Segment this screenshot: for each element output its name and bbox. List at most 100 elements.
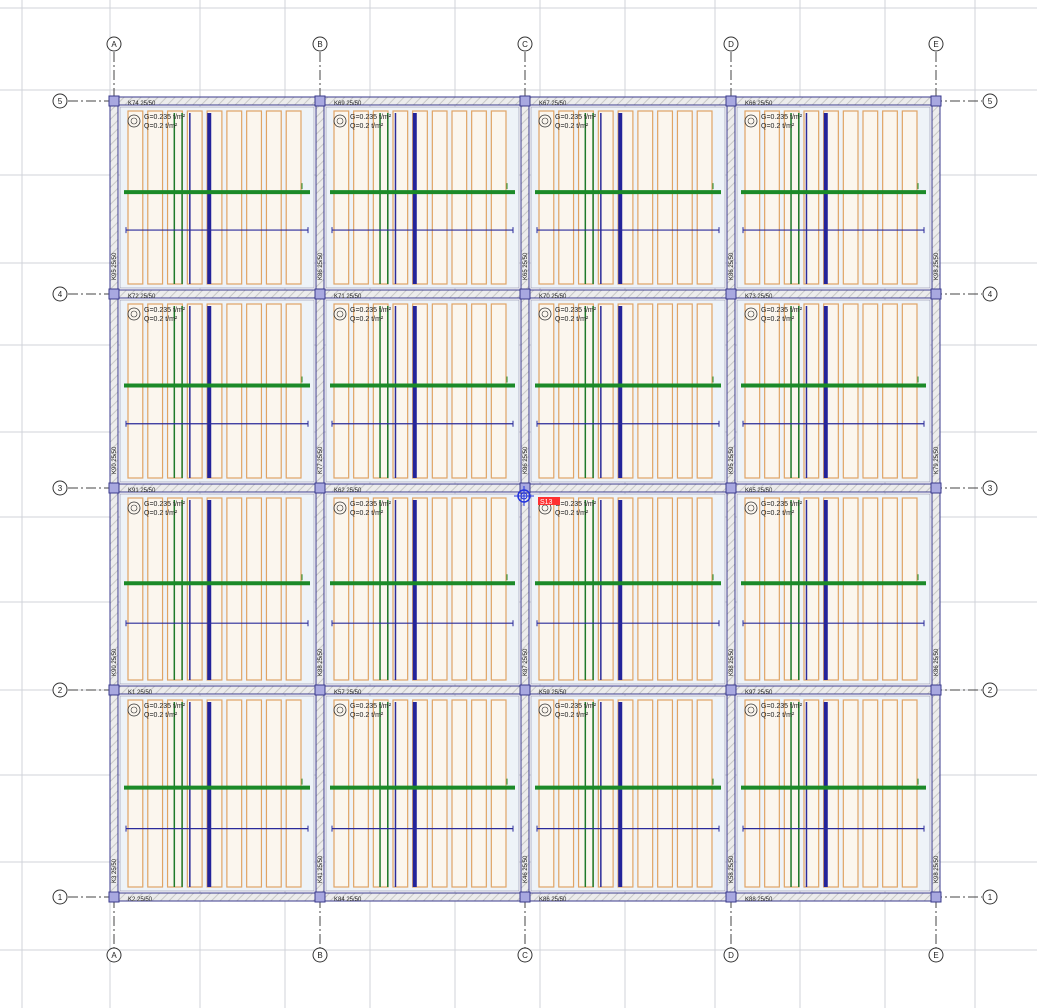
slab-rib bbox=[882, 110, 898, 285]
axis-bubble-circle bbox=[517, 36, 533, 52]
row-axis-bubble[interactable]: 4 bbox=[982, 286, 998, 302]
beam-vertical[interactable] bbox=[109, 96, 119, 902]
axis-bubble-label: 1 bbox=[58, 893, 63, 902]
column[interactable] bbox=[314, 288, 326, 300]
column[interactable] bbox=[930, 288, 942, 300]
column-axis-bubble[interactable]: C bbox=[517, 36, 533, 52]
beam-label-vertical: K90 25/50 bbox=[112, 446, 118, 474]
load-marker-icon bbox=[333, 501, 347, 515]
column[interactable] bbox=[108, 482, 120, 494]
column[interactable] bbox=[519, 891, 531, 903]
column[interactable] bbox=[930, 891, 942, 903]
column[interactable] bbox=[108, 288, 120, 300]
slab-panel[interactable]: G=0.235 t/m² Q=0.2 t/m² bbox=[119, 493, 315, 685]
live-load-label: Q=0.2 t/m² bbox=[144, 123, 178, 130]
slab-panel[interactable]: G=0.235 t/m² Q=0.2 t/m² bbox=[736, 299, 931, 483]
column[interactable] bbox=[108, 891, 120, 903]
row-axis-bubble[interactable]: 1 bbox=[982, 889, 998, 905]
slab-panel[interactable]: G=0.235 t/m² Q=0.2 t/m² bbox=[119, 106, 315, 289]
row-axis-bubble[interactable]: 5 bbox=[52, 93, 68, 109]
column-axis-bubble[interactable]: A bbox=[106, 947, 122, 963]
slab-rib bbox=[764, 497, 780, 681]
axis-bubble-circle bbox=[52, 286, 68, 302]
column[interactable] bbox=[108, 684, 120, 696]
row-axis-bubble[interactable]: 4 bbox=[52, 286, 68, 302]
beam-label-horizontal: K66 25/50 bbox=[745, 101, 773, 107]
beam-vertical[interactable] bbox=[726, 96, 736, 902]
column[interactable] bbox=[725, 288, 737, 300]
column[interactable] bbox=[314, 891, 326, 903]
beam-label-horizontal: K97 25/50 bbox=[745, 690, 773, 696]
beam-label-vertical: K86 25/50 bbox=[934, 648, 940, 676]
column[interactable] bbox=[930, 482, 942, 494]
slab-panel[interactable]: G=0.235 t/m² Q=0.2 t/m² bbox=[736, 695, 931, 892]
column-axis-bubble[interactable]: B bbox=[312, 36, 328, 52]
column-axis-bubble[interactable]: C bbox=[517, 947, 533, 963]
column-axis-bubble[interactable]: E bbox=[928, 36, 944, 52]
column[interactable] bbox=[108, 95, 120, 107]
column[interactable] bbox=[519, 95, 531, 107]
slab-panel[interactable]: G=0.235 t/m² Q=0.2 t/m² bbox=[530, 493, 726, 685]
slab-panel[interactable]: G=0.235 t/m² Q=0.2 t/m² bbox=[736, 493, 931, 685]
slab-rib bbox=[862, 110, 879, 285]
column[interactable] bbox=[519, 684, 531, 696]
slab-panel[interactable]: G=0.235 t/m² Q=0.2 t/m² bbox=[119, 695, 315, 892]
axis-bubble-circle bbox=[312, 947, 328, 963]
row-axis-bubble[interactable]: 3 bbox=[52, 480, 68, 496]
slab-panel[interactable]: G=0.235 t/m² Q=0.2 t/m² bbox=[530, 106, 726, 289]
row-axis-bubble[interactable]: 2 bbox=[982, 682, 998, 698]
slab-panel[interactable]: G=0.235 t/m² Q=0.2 t/m² bbox=[325, 695, 520, 892]
beam-label-vertical: K86 25/50 bbox=[729, 252, 735, 280]
row-axis-bubble[interactable]: 2 bbox=[52, 682, 68, 698]
column[interactable] bbox=[930, 95, 942, 107]
slab-rib bbox=[392, 110, 409, 285]
slab-panel[interactable]: G=0.235 t/m² Q=0.2 t/m² bbox=[530, 299, 726, 483]
beam-vertical[interactable] bbox=[931, 96, 941, 902]
column[interactable] bbox=[725, 95, 737, 107]
slab-rib bbox=[471, 110, 487, 285]
column[interactable] bbox=[725, 482, 737, 494]
slab-rib bbox=[558, 110, 575, 285]
column[interactable] bbox=[725, 891, 737, 903]
slab-rib bbox=[246, 110, 263, 285]
column[interactable] bbox=[314, 482, 326, 494]
slab-rib bbox=[558, 699, 575, 888]
column[interactable] bbox=[725, 684, 737, 696]
slab-rib bbox=[490, 699, 507, 888]
column-axis-bubble[interactable]: A bbox=[106, 36, 122, 52]
beam-label-vertical: K65 25/50 bbox=[523, 252, 529, 280]
slab-panel[interactable]: G=0.235 t/m² Q=0.2 t/m² bbox=[325, 106, 520, 289]
axis-bubble-circle bbox=[106, 36, 122, 52]
axis-bubble-label: 3 bbox=[988, 484, 993, 493]
column-axis-bubble[interactable]: D bbox=[723, 36, 739, 52]
load-marker-icon bbox=[127, 501, 141, 515]
load-marker-icon bbox=[538, 307, 552, 321]
row-axis-bubble[interactable]: 3 bbox=[982, 480, 998, 496]
beam-label-horizontal: K62 25/50 bbox=[334, 488, 362, 494]
column[interactable] bbox=[314, 95, 326, 107]
beam-vertical[interactable] bbox=[315, 96, 325, 902]
axis-bubble-label: 2 bbox=[988, 686, 993, 695]
row-axis-bubble[interactable]: 5 bbox=[982, 93, 998, 109]
beam-labels: K74 25/50 K69 25/50 K67 25/50 K66 25/50 K72 … bbox=[112, 101, 940, 903]
slab-panel[interactable]: G=0.235 t/m² Q=0.2 t/m² bbox=[119, 299, 315, 483]
slab-panel[interactable]: G=0.235 t/m² Q=0.2 t/m² bbox=[325, 299, 520, 483]
slab-rib bbox=[696, 110, 713, 285]
beam-label-vertical: K86 25/50 bbox=[318, 252, 324, 280]
column-axis-bubble[interactable]: D bbox=[723, 947, 739, 963]
slab-rib bbox=[246, 497, 263, 681]
slab-panel[interactable]: G=0.235 t/m² Q=0.2 t/m² bbox=[530, 695, 726, 892]
column-axis-bubble[interactable]: E bbox=[928, 947, 944, 963]
selection-marker[interactable]: S13 bbox=[514, 486, 560, 506]
live-load-label: Q=0.2 t/m² bbox=[144, 316, 178, 323]
column-axis-bubble[interactable]: B bbox=[312, 947, 328, 963]
row-axis-bubble[interactable]: 1 bbox=[52, 889, 68, 905]
slab-rib bbox=[882, 497, 898, 681]
column[interactable] bbox=[930, 684, 942, 696]
slab-rib bbox=[901, 110, 918, 285]
slab-panel[interactable]: G=0.235 t/m² Q=0.2 t/m² bbox=[325, 493, 520, 685]
column[interactable] bbox=[314, 684, 326, 696]
column[interactable] bbox=[519, 288, 531, 300]
slab-panel[interactable]: G=0.235 t/m² Q=0.2 t/m² bbox=[736, 106, 931, 289]
